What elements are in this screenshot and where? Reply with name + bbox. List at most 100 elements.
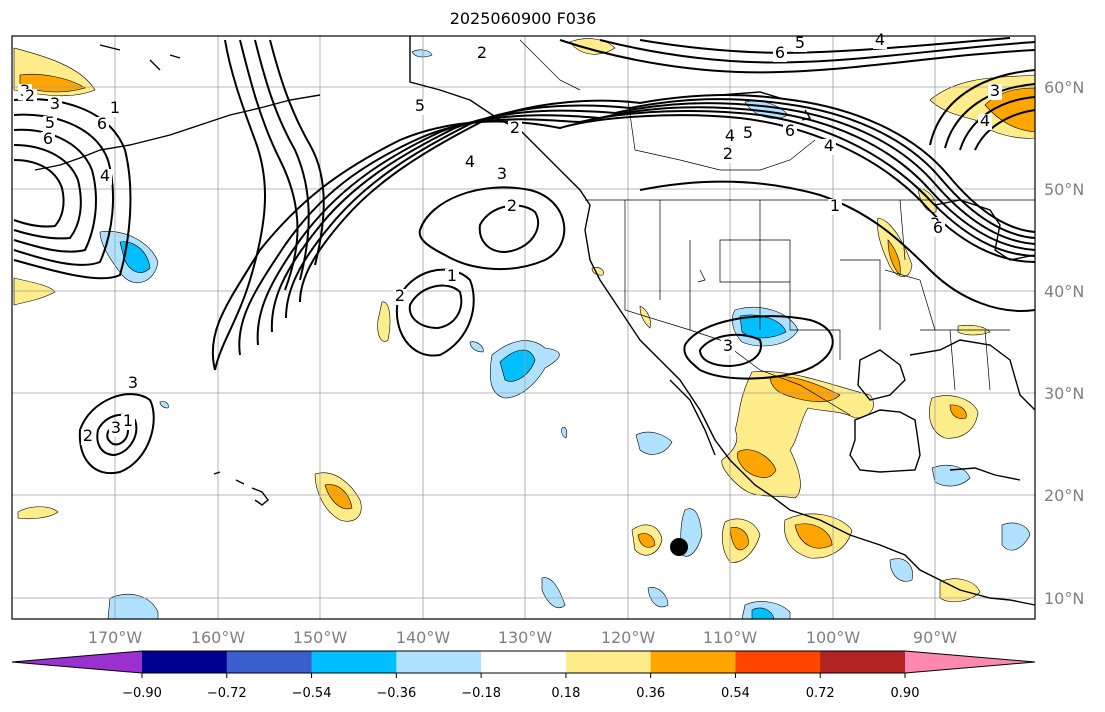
contour-label-bg bbox=[783, 124, 797, 140]
contour-label: 3 bbox=[50, 94, 60, 113]
contour-label-bg bbox=[822, 139, 836, 155]
contour-label-bg bbox=[95, 117, 109, 133]
contour-label: 5 bbox=[45, 113, 55, 132]
contour-label-bg bbox=[121, 414, 135, 430]
contour-label-bg bbox=[393, 289, 407, 305]
colorbar-min-extend bbox=[12, 651, 142, 673]
contour-label-bg bbox=[495, 167, 509, 183]
lon-tick-label: 130°W bbox=[498, 628, 553, 647]
contour-label: 1 bbox=[830, 196, 840, 215]
contour-label: 3 bbox=[128, 373, 138, 392]
latitude-labels: 60°N 50°N 40°N 30°N 20°N 10°N bbox=[1044, 78, 1084, 608]
contour-label-bg bbox=[23, 89, 37, 105]
contour-label: 5 bbox=[743, 123, 753, 142]
colorbar-bin bbox=[311, 651, 397, 673]
contour-label-group: 6543321654321232654345642134632132 bbox=[18, 30, 1002, 445]
contour-label-bg bbox=[109, 421, 123, 437]
lon-tick-label: 150°W bbox=[293, 628, 348, 647]
coastlines bbox=[34, 36, 1036, 606]
colorbar-bin bbox=[820, 651, 906, 673]
lon-tick-label: 170°W bbox=[88, 628, 143, 647]
contour-label-bg bbox=[793, 36, 807, 52]
contour-label: 2 bbox=[510, 118, 520, 137]
colorbar-tick-label: −0.72 bbox=[207, 686, 247, 701]
contour-label-bg bbox=[81, 429, 95, 445]
contour-label-bg bbox=[931, 221, 945, 237]
contour-lines bbox=[13, 37, 1036, 475]
contour-label: 6 bbox=[785, 121, 795, 140]
lat-tick-label: 20°N bbox=[1044, 486, 1084, 505]
contour-label-bg bbox=[721, 339, 735, 355]
contour-label-bg bbox=[475, 46, 489, 62]
lon-tick-label: 120°W bbox=[601, 628, 656, 647]
contour-label-bg bbox=[508, 121, 522, 137]
contour-label-bg bbox=[48, 97, 62, 113]
colorbar-tick-label: −0.36 bbox=[376, 686, 416, 701]
contour-label: 1 bbox=[110, 98, 120, 117]
lat-tick-label: 10°N bbox=[1044, 589, 1084, 608]
colorbar-bin bbox=[735, 651, 821, 673]
lon-tick-label: 90°W bbox=[913, 628, 957, 647]
contour-label: 4 bbox=[824, 136, 834, 155]
contour-label-bg bbox=[741, 126, 755, 142]
contour-label-bg bbox=[41, 132, 55, 148]
contour-label: 6 bbox=[933, 218, 943, 237]
contour-label-bg bbox=[98, 169, 112, 185]
map-frame bbox=[11, 35, 1036, 620]
colorbar-bin bbox=[650, 651, 736, 673]
location-marker bbox=[670, 538, 688, 556]
contour-label: 4 bbox=[465, 152, 475, 171]
contour-label: 3 bbox=[723, 336, 733, 355]
contour-label: 2 bbox=[83, 426, 93, 445]
colorbar-bin bbox=[142, 651, 228, 673]
contour-label: 2 bbox=[477, 43, 487, 62]
colorbar-bin bbox=[226, 651, 313, 673]
contour-label: 6 bbox=[43, 129, 53, 148]
colorbar-tick-label: 0.54 bbox=[721, 686, 750, 701]
contour-label-bg bbox=[723, 129, 737, 145]
lon-tick-label: 160°W bbox=[191, 628, 246, 647]
contour-label-bg bbox=[978, 114, 992, 130]
contour-label-bg bbox=[445, 269, 459, 285]
colorbar-bin bbox=[481, 651, 567, 673]
contour-label-bg bbox=[721, 147, 735, 163]
contour-label-bg bbox=[873, 33, 887, 49]
colorbar-tick-label: 0.90 bbox=[891, 686, 920, 701]
lat-tick-label: 30°N bbox=[1044, 384, 1084, 403]
lon-tick-label: 110°W bbox=[703, 628, 758, 647]
colorbar-tick-label: 0.72 bbox=[806, 686, 835, 701]
contour-label: 6 bbox=[775, 43, 785, 62]
contour-label-bg bbox=[463, 155, 477, 171]
contour-label-bg bbox=[505, 199, 519, 215]
colorbar: −0.90 −0.72 −0.54 −0.36 −0.18 0.18 0.36 0.54 0.7… bbox=[11, 650, 1036, 701]
contour-label-bg bbox=[108, 101, 122, 117]
contour-label-bg bbox=[988, 84, 1002, 100]
contour-label: 2 bbox=[507, 196, 517, 215]
lat-tick-label: 40°N bbox=[1044, 282, 1084, 301]
contour-label: 6 bbox=[97, 114, 107, 133]
colorbar-tick-label: 0.36 bbox=[636, 686, 665, 701]
contour-label-bg bbox=[413, 99, 427, 115]
contour-label-bg bbox=[828, 199, 842, 215]
contour-label: 4 bbox=[875, 30, 885, 49]
contour-label: 2 bbox=[25, 86, 35, 105]
colorbar-tick-label: −0.54 bbox=[292, 686, 332, 701]
contour-label: 3 bbox=[111, 418, 121, 437]
contour-label: 1 bbox=[447, 266, 457, 285]
lon-tick-label: 140°W bbox=[396, 628, 451, 647]
contour-label-bg bbox=[43, 116, 57, 132]
contour-label: 5 bbox=[795, 33, 805, 52]
contour-label: 4 bbox=[100, 166, 110, 185]
contour-label: 4 bbox=[980, 111, 990, 130]
map-title: 2025060900 F036 bbox=[449, 9, 597, 28]
contour-label-bg bbox=[126, 376, 140, 392]
lat-tick-label: 50°N bbox=[1044, 180, 1084, 199]
contour-label: 2 bbox=[723, 144, 733, 163]
contour-label: 5 bbox=[415, 96, 425, 115]
contour-label: 2 bbox=[395, 286, 405, 305]
colorbar-max-extend bbox=[905, 651, 1035, 673]
contour-label-bg bbox=[773, 46, 787, 62]
lat-tick-label: 60°N bbox=[1044, 78, 1084, 97]
colorbar-tick-label: 0.18 bbox=[551, 686, 580, 701]
